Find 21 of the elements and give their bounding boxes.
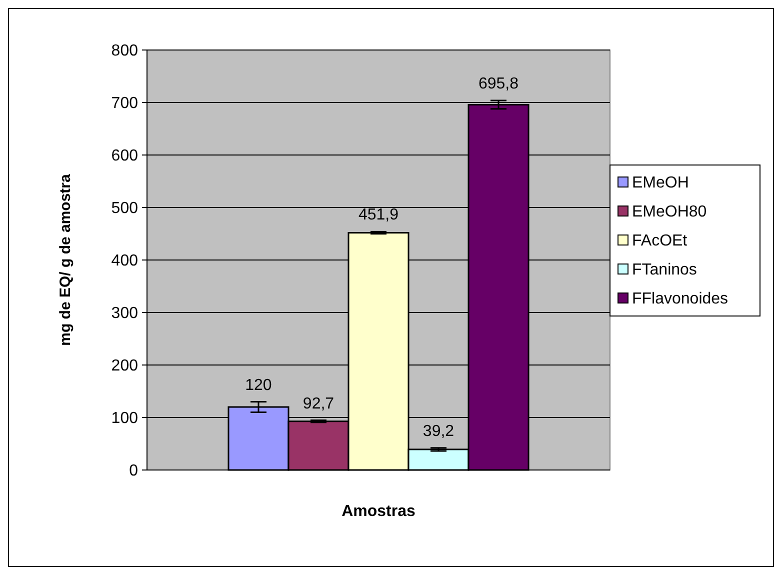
- x-axis-title: Amostras: [342, 503, 416, 520]
- y-tick-label: 0: [129, 462, 138, 480]
- data-label: 451,9: [358, 206, 399, 224]
- data-label: 39,2: [422, 422, 454, 440]
- legend-label: EMeOH80: [632, 204, 707, 221]
- y-tick-label: 700: [111, 95, 138, 112]
- legend-label: FAcOEt: [632, 232, 688, 250]
- legend-label: FTaninos: [632, 262, 697, 279]
- y-tick-label: 100: [111, 410, 138, 428]
- y-tick-label: 600: [111, 148, 138, 165]
- y-axis-title: mg de EQ/ g de amostra: [57, 173, 74, 346]
- y-tick-label: 400: [111, 252, 138, 270]
- data-label: 120: [245, 376, 272, 394]
- y-tick-label: 300: [111, 305, 138, 322]
- data-label: 695,8: [478, 76, 519, 93]
- legend-label: FFlavonoides: [632, 290, 728, 308]
- y-tick-label: 800: [111, 42, 138, 60]
- y-tick-label: 200: [111, 358, 138, 375]
- data-label: 92,7: [302, 395, 334, 412]
- legend-label: EMeOH: [632, 174, 689, 192]
- y-tick-label: 500: [111, 200, 138, 218]
